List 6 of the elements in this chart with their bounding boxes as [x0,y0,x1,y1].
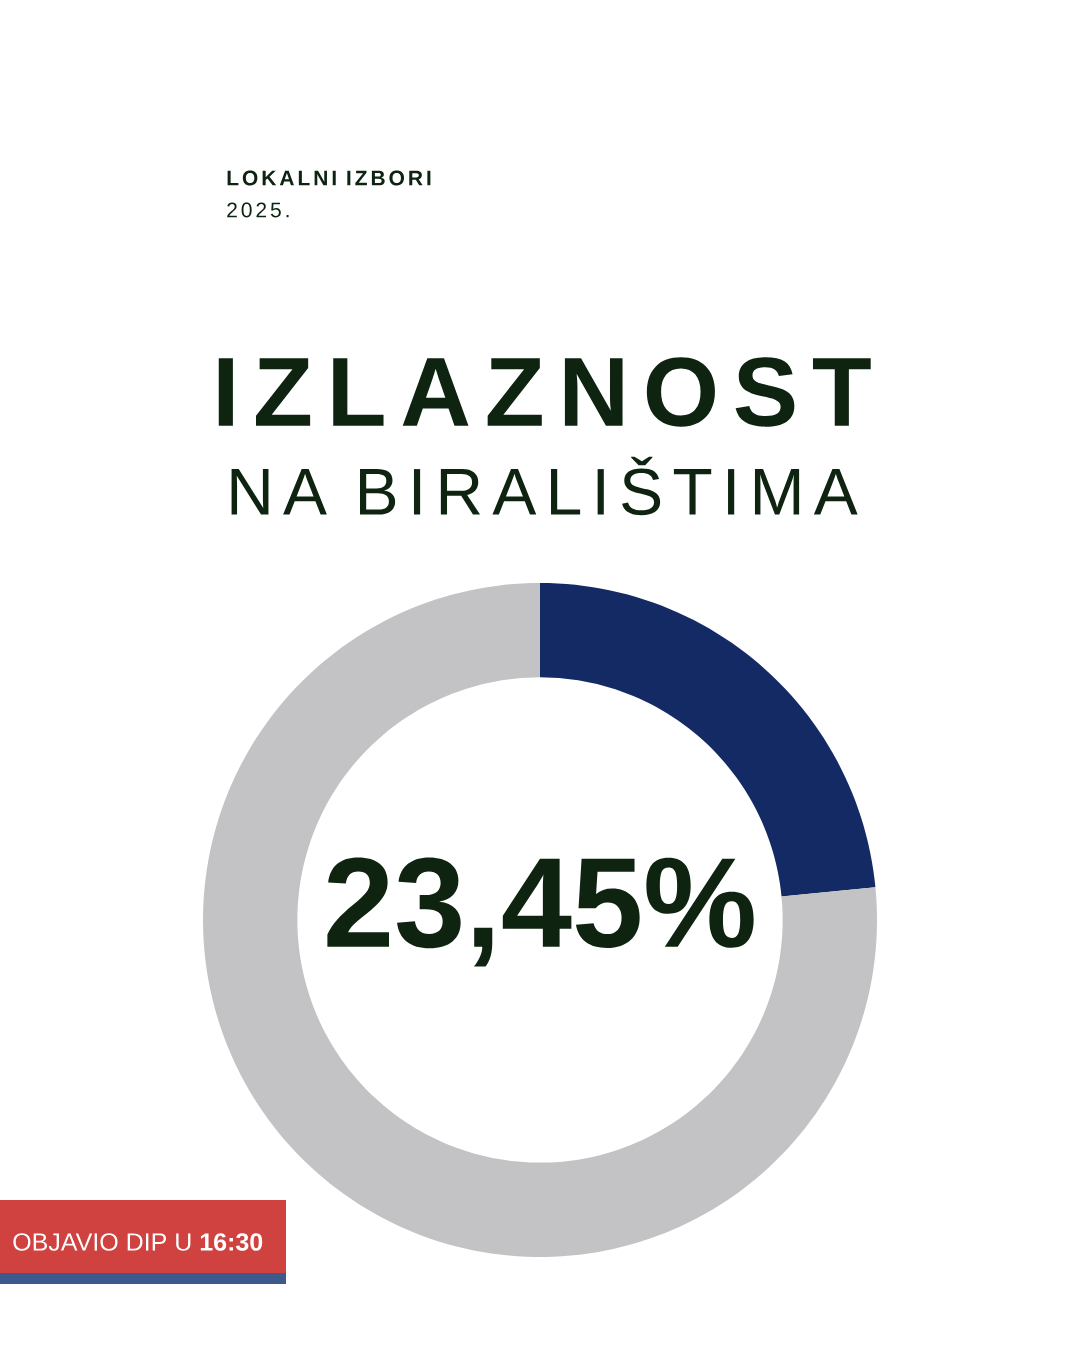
text: 2025. [227,202,289,218]
text: OBJAVIO DIP U 16:30 [13,1233,263,1251]
text: LOKALNI IZBORI [227,170,431,186]
data-label: 23,45% [327,857,754,967]
chart-subtitle: NA BIRALIŠTIMA [231,456,858,516]
chart-title: IZLAZNOST [218,357,871,427]
